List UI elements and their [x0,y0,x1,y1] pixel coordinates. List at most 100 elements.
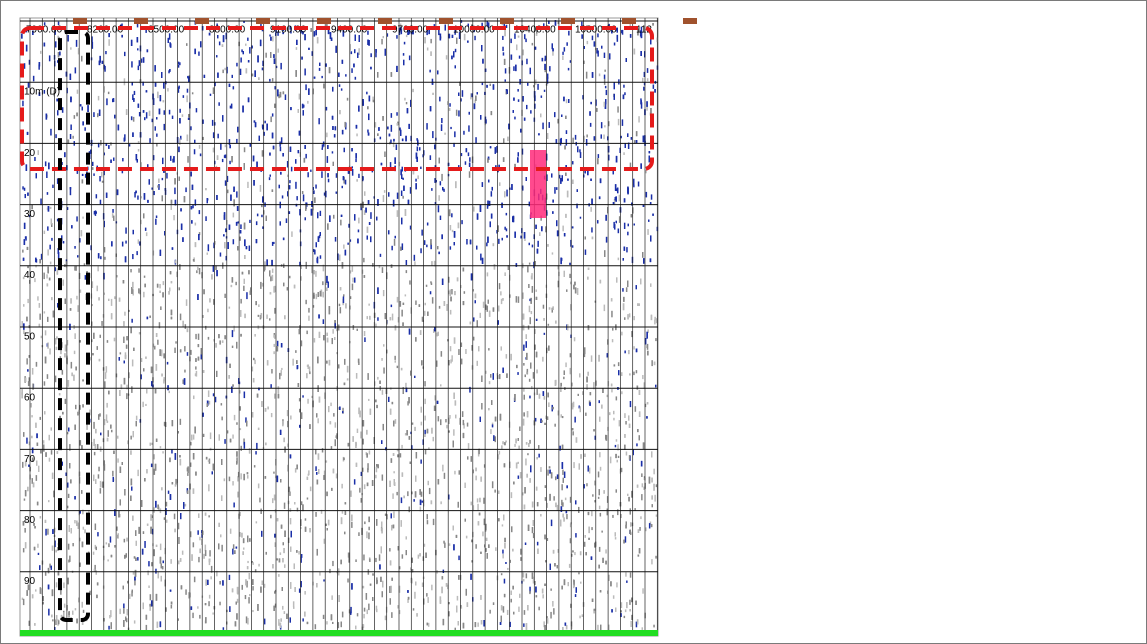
echo [126,393,128,399]
echo [334,134,336,137]
echo [406,430,408,435]
echo [518,99,520,102]
echo [290,107,292,110]
echo [206,457,208,460]
echo [313,190,315,194]
echo [223,35,225,42]
echo [307,101,309,104]
echo [40,51,42,54]
echo [111,430,113,433]
echo [383,344,385,346]
echo [278,386,280,393]
echo [434,327,436,332]
echo [229,139,231,145]
echo [526,59,528,64]
echo [49,55,51,61]
echo [125,352,127,359]
echo [541,96,543,98]
echo [254,360,256,364]
echo [141,500,143,507]
echo [193,396,195,400]
echo [654,320,656,325]
echo [376,580,378,584]
echo [341,215,343,217]
echo [560,139,562,146]
echo [580,217,582,219]
echo [170,559,172,564]
echo [363,555,365,561]
echo [562,462,564,469]
echo [62,412,64,415]
echo [643,258,645,264]
echo [590,123,592,127]
echo [426,123,428,130]
echo [272,78,274,81]
echo [450,310,452,315]
echo [166,173,168,179]
echo [293,601,295,607]
echo [138,527,140,534]
echo [157,505,159,510]
echo [422,583,424,587]
echo [280,479,282,483]
echo [24,499,26,501]
echo [119,357,121,361]
echo [393,525,395,529]
echo [614,43,616,46]
echo [454,242,456,245]
echo [181,224,183,230]
echo [290,547,292,552]
echo [640,516,642,519]
echo [99,413,101,416]
echo [222,159,224,162]
echo [205,579,207,585]
echo [195,223,197,226]
echo [343,458,345,461]
echo [308,470,310,475]
echo [335,126,337,130]
echo [146,625,148,631]
echo [382,116,384,121]
echo [637,386,639,390]
echo [348,553,350,558]
echo [463,420,465,425]
echo [157,340,159,345]
echo [456,38,458,44]
echo [555,476,557,480]
echo [76,296,78,300]
echo [504,594,506,597]
echo [340,287,342,290]
echo [383,290,385,296]
echo [611,384,613,387]
echo [354,49,356,53]
echo [168,491,170,494]
echo [83,527,85,530]
echo [345,180,347,185]
echo [549,470,551,474]
echo [555,380,557,386]
echo [389,481,391,487]
echo [108,391,110,395]
echo [344,359,346,365]
echo [261,531,263,537]
echo [45,330,47,335]
echo [553,608,555,614]
echo [247,475,249,479]
echo [420,330,422,335]
echo [477,504,479,511]
echo [535,47,537,50]
echo [453,393,455,399]
echo [458,556,460,561]
echo [94,452,96,455]
echo [480,595,482,600]
echo [127,609,129,615]
echo [262,125,264,130]
echo [70,189,72,195]
echo [475,622,477,627]
echo [221,403,223,405]
echo [597,220,599,223]
echo [590,179,592,181]
echo [629,455,631,460]
echo [385,49,387,56]
echo [215,343,217,348]
